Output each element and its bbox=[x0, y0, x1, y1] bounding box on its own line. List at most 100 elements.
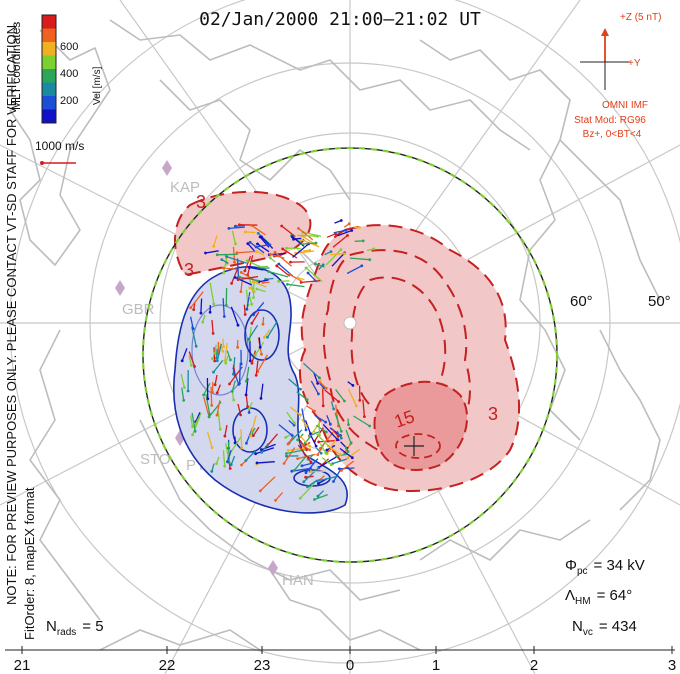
velocity-vector-origin bbox=[215, 462, 218, 465]
velocity-vector-origin bbox=[284, 436, 288, 439]
velocity-vector bbox=[260, 236, 274, 249]
velocity-vector-origin bbox=[183, 386, 186, 389]
velocity-vector-origin bbox=[274, 498, 277, 502]
velocity-vector-origin bbox=[239, 413, 243, 417]
velocity-vector bbox=[315, 424, 327, 433]
velocity-vector bbox=[245, 231, 256, 234]
station-gbr: GBR bbox=[115, 280, 155, 318]
velocity-vector-origin bbox=[304, 428, 308, 432]
velocity-vector-origin bbox=[236, 278, 240, 281]
velocity-vector bbox=[238, 275, 259, 281]
map-statistics: Φpc = 34 kV ΛHM = 64° Nvc = 434 Nrads = 5 bbox=[46, 557, 645, 638]
velocity-vector bbox=[240, 429, 243, 448]
velocity-vector-origin bbox=[318, 376, 321, 380]
velocity-vector-origin bbox=[191, 433, 195, 437]
velocity-vector bbox=[200, 298, 203, 314]
velocity-vector bbox=[240, 281, 243, 292]
velocity-vector bbox=[231, 230, 237, 244]
velocity-vector bbox=[317, 475, 338, 482]
velocity-vector-origin bbox=[213, 383, 217, 387]
velocity-vector bbox=[289, 273, 303, 282]
velocity-vector bbox=[306, 405, 315, 412]
velocity-vector-origin bbox=[191, 327, 195, 330]
velocity-vector bbox=[307, 272, 318, 283]
velocity-vector-origin bbox=[306, 485, 309, 489]
velocity-vector bbox=[331, 428, 339, 437]
velocity-vector bbox=[228, 226, 245, 230]
velocity-vector bbox=[301, 462, 315, 467]
velocity-vector bbox=[275, 492, 284, 501]
velocity-vector-origin bbox=[347, 423, 350, 426]
velocity-vector-origin bbox=[267, 270, 270, 273]
velocity-vector-origin bbox=[262, 335, 266, 339]
velocity-vector-origin bbox=[332, 480, 335, 483]
velocity-vector bbox=[249, 266, 264, 271]
velocity-vector bbox=[299, 481, 316, 499]
velocity-vector-origin bbox=[335, 454, 339, 458]
velocity-vector-origin bbox=[339, 248, 343, 252]
velocity-vector bbox=[325, 249, 342, 266]
velocity-vector bbox=[181, 387, 185, 401]
velocity-vector-origin bbox=[233, 276, 237, 279]
velocity-vector bbox=[212, 359, 224, 373]
velocity-vector-origin bbox=[238, 275, 241, 279]
velocity-vector bbox=[278, 424, 293, 437]
velocity-vector bbox=[245, 366, 250, 382]
velocity-vector-origin bbox=[361, 239, 365, 243]
velocity-vector bbox=[190, 415, 194, 427]
velocity-vector-origin bbox=[313, 262, 317, 266]
velocity-vector bbox=[256, 288, 266, 293]
velocity-vector bbox=[214, 374, 218, 385]
velocity-vector-origin bbox=[268, 252, 272, 256]
velocity-vector-origin bbox=[313, 409, 316, 413]
velocity-vector bbox=[203, 396, 210, 418]
velocity-vector bbox=[362, 399, 366, 417]
velocity-vector bbox=[286, 411, 295, 424]
velocity-vector-origin bbox=[231, 372, 235, 376]
velocity-vector-origin bbox=[249, 434, 252, 438]
velocity-vector bbox=[314, 493, 328, 501]
velocity-vector-origin bbox=[316, 453, 320, 456]
colorbar-segment bbox=[42, 15, 56, 29]
velocity-vector bbox=[260, 383, 264, 399]
velocity-vector bbox=[310, 380, 319, 395]
velocity-vector bbox=[326, 444, 341, 456]
velocity-vector-origin bbox=[210, 470, 214, 473]
mlt-tick-label: 23 bbox=[254, 657, 271, 674]
velocity-vector-origin bbox=[358, 226, 361, 229]
velocity-vector-origin bbox=[223, 434, 227, 438]
hm-boundary-latitude: ΛHM = 64° bbox=[565, 587, 632, 607]
svg-text:200: 200 bbox=[60, 95, 78, 107]
velocity-vector-origin bbox=[288, 273, 291, 276]
velocity-vector-origin bbox=[286, 449, 290, 452]
velocity-vector bbox=[219, 342, 224, 352]
velocity-vector-origin bbox=[316, 494, 320, 498]
velocity-vector-origin bbox=[336, 434, 340, 438]
velocity-vector-origin bbox=[349, 441, 353, 445]
velocity-vector-origin bbox=[243, 269, 247, 273]
velocity-vector-origin bbox=[182, 398, 186, 402]
velocity-vector-origin bbox=[246, 405, 250, 409]
velocity-vector bbox=[211, 319, 214, 334]
velocity-vector bbox=[256, 461, 275, 464]
velocity-vector bbox=[203, 382, 211, 396]
lat-label-60: 60° bbox=[570, 293, 593, 310]
velocity-vector-origin bbox=[191, 425, 194, 429]
velocity-vector bbox=[287, 435, 295, 445]
velocity-vector-origin bbox=[218, 427, 222, 431]
preview-note: NOTE: FOR PREVIEW PURPOSES ONLY. PLEASE … bbox=[4, 21, 19, 605]
velocity-vector bbox=[305, 267, 323, 283]
velocity-vector-origin bbox=[261, 322, 265, 326]
velocity-vector-origin bbox=[247, 337, 250, 341]
velocity-vector bbox=[254, 341, 265, 356]
velocity-vector-origin bbox=[245, 259, 249, 263]
velocity-vector bbox=[297, 227, 314, 241]
velocity-vector-origin bbox=[230, 282, 234, 285]
velocity-vector bbox=[313, 372, 319, 384]
velocity-vector bbox=[258, 279, 269, 283]
velocity-vector-origin bbox=[261, 281, 265, 284]
velocity-vector bbox=[205, 393, 211, 415]
velocity-vector-origin bbox=[372, 247, 376, 251]
velocity-vector-origin bbox=[318, 433, 321, 437]
velocity-vector bbox=[288, 447, 307, 452]
